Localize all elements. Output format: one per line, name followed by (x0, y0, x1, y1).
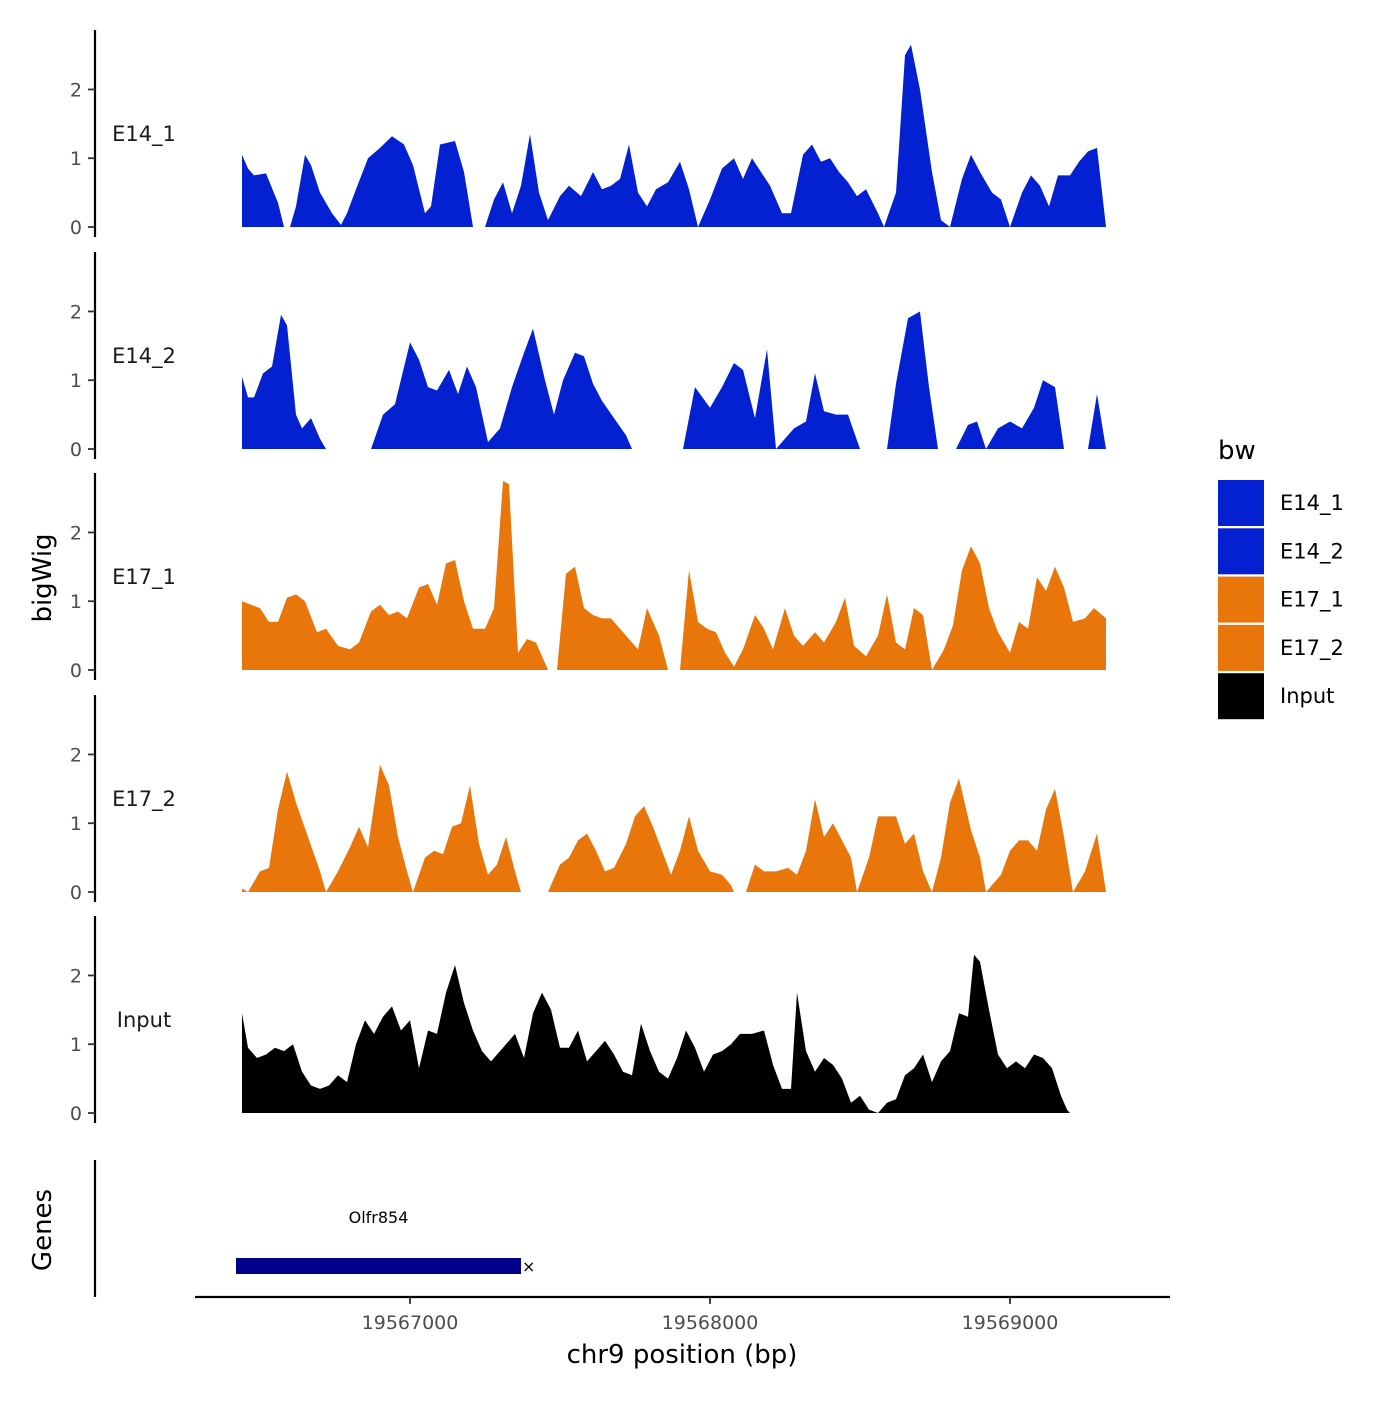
y-axis-title: bigWig (28, 533, 58, 622)
series-area-E17_2 (242, 764, 1106, 892)
x-tick-label: 19567000 (362, 1312, 459, 1334)
legend-group: bw E14_1 E14_2 E17_1 E17_2 Input (1218, 436, 1344, 720)
legend-swatch (1218, 673, 1264, 720)
legend-label: E14_2 (1280, 539, 1344, 564)
series-area-E14_2 (242, 311, 1106, 449)
legend-swatch (1218, 576, 1264, 623)
gene-strand-mark: × (522, 1257, 535, 1276)
series-area-E17_1 (242, 480, 1106, 670)
track-label: E14_2 (112, 344, 176, 369)
legend-label: E17_1 (1280, 588, 1344, 613)
legend-label: E14_1 (1280, 491, 1344, 516)
x-axis-group: 19567000 19568000 19569000 (195, 1295, 1170, 1334)
y-tick-label: 1 (70, 370, 82, 392)
genes-track-group: Olfr854 × (93, 1160, 535, 1297)
y-tick-label: 2 (70, 522, 82, 544)
tracks-group: 0 1 2 E14_1 0 1 2 E14_2 0 1 2 E17_1 0 1 2 E17_2 0 1 2 Input (70, 30, 1106, 1125)
gene-label: Olfr854 (349, 1208, 409, 1227)
track-label: E17_2 (112, 787, 176, 812)
track-label: E14_1 (112, 122, 176, 147)
legend-label: Input (1280, 684, 1334, 708)
legend-title: bw (1218, 436, 1256, 466)
y-tick-label: 2 (70, 301, 82, 323)
genes-track-title: Genes (28, 1189, 58, 1271)
series-area-Input (242, 954, 1070, 1113)
x-tick-label: 19569000 (962, 1312, 1059, 1334)
y-tick-label: 0 (70, 660, 82, 682)
track-E14_1: 0 1 2 E14_1 (70, 30, 1106, 239)
legend-label: E17_2 (1280, 636, 1344, 661)
track-E14_2: 0 1 2 E14_2 (70, 252, 1106, 461)
y-tick-label: 2 (70, 79, 82, 101)
legend-swatch (1218, 624, 1264, 671)
x-axis-title: chr9 position (bp) (567, 1340, 798, 1370)
x-tick-label: 19568000 (662, 1312, 759, 1334)
y-tick-label: 1 (70, 591, 82, 613)
legend-swatch (1218, 528, 1264, 575)
y-tick-label: 1 (70, 148, 82, 170)
y-tick-label: 0 (70, 1103, 82, 1125)
y-tick-label: 2 (70, 965, 82, 987)
track-Input: 0 1 2 Input (70, 916, 1070, 1125)
y-tick-label: 2 (70, 744, 82, 766)
y-tick-label: 0 (70, 882, 82, 904)
series-area-E14_1 (242, 44, 1106, 227)
track-label: Input (117, 1008, 171, 1032)
y-tick-label: 1 (70, 1034, 82, 1056)
track-E17_1: 0 1 2 E17_1 (70, 473, 1106, 682)
y-tick-label: 1 (70, 813, 82, 835)
track-E17_2: 0 1 2 E17_2 (70, 695, 1106, 904)
y-tick-label: 0 (70, 217, 82, 239)
track-label: E17_1 (112, 565, 176, 590)
legend-swatch (1218, 480, 1264, 526)
y-tick-label: 0 (70, 439, 82, 461)
gene-body (236, 1258, 521, 1274)
